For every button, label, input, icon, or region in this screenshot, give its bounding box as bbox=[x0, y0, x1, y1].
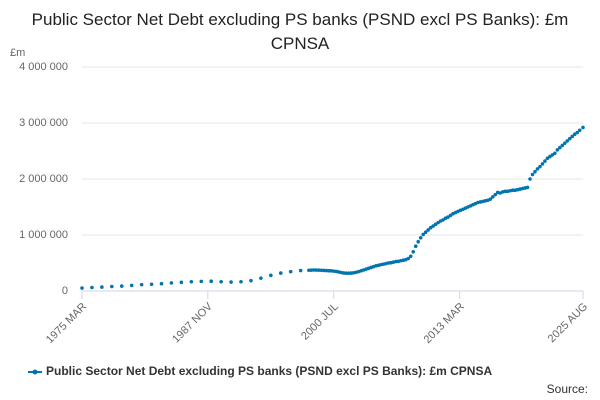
data-point bbox=[538, 164, 542, 169]
x-tick-label: 2025 AUG bbox=[546, 301, 590, 345]
data-point bbox=[565, 139, 570, 143]
data-point bbox=[100, 285, 104, 289]
data-point bbox=[575, 130, 580, 135]
data-point bbox=[490, 195, 495, 199]
data-point bbox=[421, 232, 425, 237]
legend-marker bbox=[32, 369, 38, 375]
data-point bbox=[553, 151, 557, 156]
data-point bbox=[408, 254, 413, 259]
data-point bbox=[533, 169, 537, 174]
x-tick-label: 1987 NOV bbox=[170, 300, 215, 345]
data-point bbox=[510, 188, 515, 192]
data-point bbox=[269, 273, 273, 278]
y-tick-label: 2 000 000 bbox=[19, 173, 68, 185]
y-tick-label: 3 000 000 bbox=[19, 117, 68, 129]
x-tick-label: 1975 MAR bbox=[44, 301, 89, 346]
data-point bbox=[423, 230, 428, 234]
data-point bbox=[80, 286, 84, 290]
data-point bbox=[278, 271, 283, 275]
data-point bbox=[119, 284, 124, 288]
data-point bbox=[567, 136, 572, 141]
data-point bbox=[413, 244, 418, 248]
data-point bbox=[418, 236, 423, 240]
data-point bbox=[525, 185, 530, 190]
data-point bbox=[344, 271, 348, 275]
data-point bbox=[159, 281, 164, 286]
data-point bbox=[503, 189, 507, 194]
y-tick-label: 1 000 000 bbox=[19, 229, 68, 241]
data-point bbox=[129, 283, 134, 288]
data-point bbox=[555, 148, 560, 152]
source: Source: bbox=[547, 382, 588, 396]
data-point bbox=[259, 276, 263, 280]
data-point bbox=[249, 278, 253, 283]
data-point bbox=[426, 228, 430, 232]
data-point bbox=[528, 177, 532, 181]
x-tick-label: 2013 MAR bbox=[422, 301, 467, 346]
data-point bbox=[219, 279, 223, 284]
data-point bbox=[581, 125, 585, 130]
data-point bbox=[229, 280, 233, 284]
data-point bbox=[493, 192, 498, 197]
data-point bbox=[558, 145, 562, 150]
data-point bbox=[199, 279, 204, 284]
data-point bbox=[179, 280, 184, 285]
y-tick-label: 4 000 000 bbox=[19, 61, 68, 73]
legend-label: Public Sector Net Debt excluding PS bank… bbox=[46, 364, 492, 378]
data-point bbox=[209, 279, 214, 284]
data-point bbox=[149, 282, 154, 287]
data-point bbox=[416, 239, 421, 244]
data-point bbox=[411, 250, 416, 254]
data-point bbox=[563, 141, 567, 145]
data-point bbox=[406, 256, 411, 261]
data-point bbox=[535, 167, 540, 171]
data-point bbox=[189, 279, 194, 284]
chart-title: Public Sector Net Debt excluding PS bank… bbox=[31, 10, 569, 53]
data-point bbox=[560, 143, 565, 148]
x-tick-label: 2000 JUL bbox=[299, 301, 341, 343]
data-point bbox=[488, 197, 493, 201]
data-point bbox=[90, 285, 94, 290]
data-point bbox=[169, 281, 174, 285]
data-point bbox=[239, 279, 243, 284]
data-point bbox=[540, 162, 545, 166]
data-point bbox=[110, 284, 114, 289]
y-unit: £m bbox=[10, 47, 25, 59]
data-point bbox=[298, 268, 303, 273]
data-point bbox=[543, 159, 547, 163]
data-point bbox=[577, 128, 582, 133]
y-tick-label: 0 bbox=[62, 285, 68, 297]
data-point bbox=[570, 134, 575, 139]
data-point bbox=[288, 269, 293, 274]
data-point bbox=[530, 172, 535, 177]
data-point bbox=[139, 282, 144, 287]
